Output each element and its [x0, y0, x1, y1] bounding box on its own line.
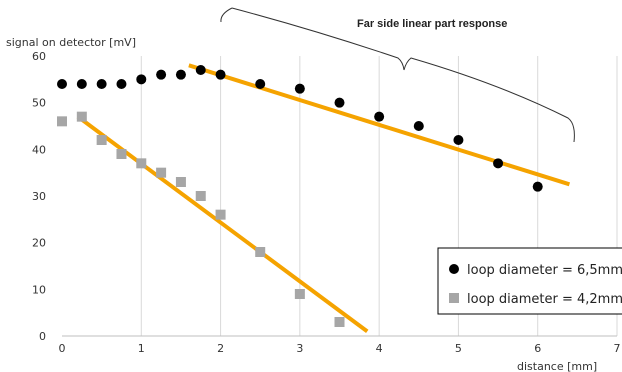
- data-point-circle: [532, 181, 543, 192]
- y-tick-label: 0: [39, 330, 46, 343]
- y-tick-label: 30: [32, 190, 46, 203]
- data-point-circle: [215, 69, 226, 80]
- data-point-square: [156, 167, 167, 178]
- y-axis-title: signal on detector [mV]: [6, 36, 136, 49]
- x-tick-label: 1: [138, 342, 145, 355]
- data-point-circle: [413, 121, 424, 131]
- y-tick-label: 10: [32, 283, 46, 296]
- data-point-square: [136, 158, 147, 169]
- data-points: [57, 65, 543, 327]
- annotation-text: Far side linear part response: [357, 18, 507, 30]
- trendline: [76, 115, 369, 333]
- trendline: [188, 63, 571, 187]
- data-point-square: [255, 247, 266, 257]
- legend: loop diameter = 6,5mm loop diameter = 4,2…: [437, 247, 622, 315]
- y-tick-label: 40: [32, 143, 46, 156]
- x-tick-label: 0: [59, 342, 66, 355]
- x-axis-title: distance [mm]: [517, 360, 597, 372]
- legend-marker-circle: [449, 264, 459, 274]
- data-point-circle: [453, 135, 464, 145]
- y-tick-label: 20: [32, 237, 46, 250]
- x-tick-label: 4: [376, 342, 383, 355]
- data-point-square: [175, 177, 186, 187]
- data-point-square: [334, 317, 345, 327]
- x-tick-label: 7: [614, 342, 621, 355]
- data-point-circle: [96, 79, 107, 89]
- data-point-circle: [57, 79, 67, 89]
- data-point-circle: [374, 111, 385, 122]
- data-point-square: [116, 149, 127, 159]
- x-tick-label: 3: [296, 342, 303, 355]
- grid-lines: [140, 56, 618, 336]
- y-tick-label: 60: [32, 50, 46, 63]
- x-tick-label: 5: [455, 342, 462, 355]
- data-point-square: [294, 289, 305, 299]
- legend-label: loop diameter = 4,2mm: [467, 292, 622, 307]
- data-point-circle: [175, 69, 186, 80]
- data-point-circle: [255, 79, 266, 89]
- legend-label: loop diameter = 6,5mm: [467, 263, 622, 278]
- data-point-square: [57, 116, 67, 127]
- data-point-circle: [116, 79, 127, 89]
- data-point-circle: [76, 79, 87, 89]
- annotation-brace: [220, 7, 575, 143]
- data-point-circle: [334, 97, 345, 108]
- data-point-square: [215, 209, 226, 220]
- data-point-circle: [156, 69, 167, 80]
- x-tick-label: 2: [217, 342, 224, 355]
- data-point-circle: [294, 83, 305, 94]
- legend-marker-square: [449, 293, 459, 303]
- y-tick-labels: 0 10 20 30 40 50 60: [32, 50, 46, 343]
- x-tick-label: 6: [534, 342, 541, 355]
- data-point-circle: [493, 158, 504, 169]
- data-point-circle: [136, 74, 147, 85]
- legend-box: [437, 247, 622, 315]
- y-tick-label: 50: [32, 97, 46, 110]
- data-point-square: [76, 111, 87, 122]
- data-point-square: [195, 191, 206, 201]
- data-point-circle: [195, 65, 206, 75]
- x-tick-labels: 0 1 2 3 4 5 6 7: [59, 342, 621, 355]
- data-point-square: [96, 135, 107, 145]
